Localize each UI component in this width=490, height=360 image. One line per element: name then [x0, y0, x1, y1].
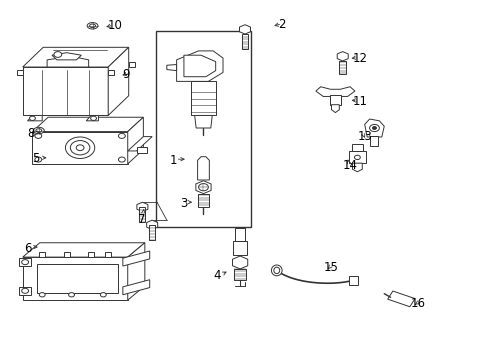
Polygon shape: [128, 243, 145, 300]
Polygon shape: [32, 117, 144, 132]
Ellipse shape: [274, 267, 280, 274]
Polygon shape: [348, 276, 358, 285]
Text: 5: 5: [32, 152, 40, 165]
Bar: [388, 291, 415, 307]
Bar: [140, 207, 146, 222]
Circle shape: [372, 127, 376, 130]
Polygon shape: [23, 243, 145, 257]
Polygon shape: [64, 252, 70, 257]
Ellipse shape: [36, 129, 42, 132]
Polygon shape: [232, 256, 248, 269]
Bar: [339, 61, 346, 74]
Ellipse shape: [87, 23, 98, 29]
Circle shape: [35, 157, 42, 162]
Circle shape: [29, 116, 35, 121]
Polygon shape: [105, 252, 111, 257]
Polygon shape: [197, 194, 209, 207]
Polygon shape: [351, 144, 363, 151]
Polygon shape: [23, 257, 128, 300]
Polygon shape: [17, 69, 23, 75]
Circle shape: [100, 293, 106, 297]
Polygon shape: [108, 69, 114, 75]
Polygon shape: [337, 51, 348, 61]
Polygon shape: [47, 56, 89, 67]
Circle shape: [22, 288, 28, 293]
Ellipse shape: [271, 265, 282, 276]
Bar: [137, 147, 147, 153]
Circle shape: [76, 145, 84, 150]
Circle shape: [54, 51, 62, 57]
Polygon shape: [86, 116, 98, 121]
Text: 1: 1: [169, 154, 177, 167]
Polygon shape: [196, 181, 211, 194]
Polygon shape: [195, 116, 212, 128]
Polygon shape: [19, 258, 31, 266]
Polygon shape: [316, 87, 355, 96]
Circle shape: [39, 293, 45, 297]
Polygon shape: [365, 119, 384, 137]
Polygon shape: [123, 280, 150, 295]
Polygon shape: [233, 241, 247, 255]
Circle shape: [198, 184, 208, 191]
Polygon shape: [123, 251, 150, 266]
Bar: [242, 34, 248, 49]
Polygon shape: [128, 136, 152, 151]
Polygon shape: [191, 81, 216, 116]
Polygon shape: [197, 157, 209, 180]
Polygon shape: [23, 67, 108, 116]
Polygon shape: [32, 132, 128, 164]
Polygon shape: [23, 47, 129, 67]
Polygon shape: [27, 116, 42, 121]
Ellipse shape: [33, 127, 44, 134]
Text: 7: 7: [138, 213, 145, 226]
Polygon shape: [39, 252, 45, 257]
Text: 4: 4: [214, 269, 221, 282]
Circle shape: [119, 134, 125, 138]
Circle shape: [69, 293, 74, 297]
Text: 11: 11: [352, 95, 368, 108]
Polygon shape: [108, 47, 129, 116]
Polygon shape: [234, 269, 246, 280]
Polygon shape: [330, 95, 341, 105]
Polygon shape: [52, 53, 81, 60]
Bar: [156, 31, 251, 226]
Polygon shape: [331, 105, 339, 113]
Circle shape: [119, 157, 125, 162]
Text: 10: 10: [107, 19, 122, 32]
Polygon shape: [129, 62, 135, 67]
Circle shape: [91, 116, 97, 121]
Text: 3: 3: [180, 197, 188, 210]
Polygon shape: [240, 25, 250, 34]
Polygon shape: [19, 287, 31, 295]
Text: 12: 12: [352, 51, 368, 64]
Circle shape: [354, 155, 360, 159]
Text: 2: 2: [278, 18, 285, 31]
Text: 8: 8: [27, 127, 35, 140]
Circle shape: [35, 134, 42, 138]
Polygon shape: [348, 151, 366, 163]
Polygon shape: [235, 228, 245, 241]
Circle shape: [66, 137, 95, 158]
Polygon shape: [88, 252, 94, 257]
Polygon shape: [184, 55, 216, 77]
Polygon shape: [176, 51, 223, 81]
Polygon shape: [128, 117, 144, 164]
Circle shape: [22, 260, 28, 265]
Text: 6: 6: [24, 242, 32, 255]
Circle shape: [369, 125, 379, 132]
Polygon shape: [147, 220, 158, 229]
Polygon shape: [352, 163, 362, 172]
Ellipse shape: [90, 24, 96, 28]
Polygon shape: [37, 264, 118, 293]
Text: 14: 14: [343, 159, 358, 172]
Bar: [149, 225, 155, 240]
Text: 16: 16: [411, 297, 426, 310]
Polygon shape: [137, 202, 148, 212]
Text: 9: 9: [122, 68, 129, 81]
Circle shape: [71, 140, 90, 155]
Text: 15: 15: [323, 261, 338, 274]
Polygon shape: [369, 136, 378, 146]
Polygon shape: [167, 64, 176, 71]
Text: 13: 13: [357, 130, 372, 144]
